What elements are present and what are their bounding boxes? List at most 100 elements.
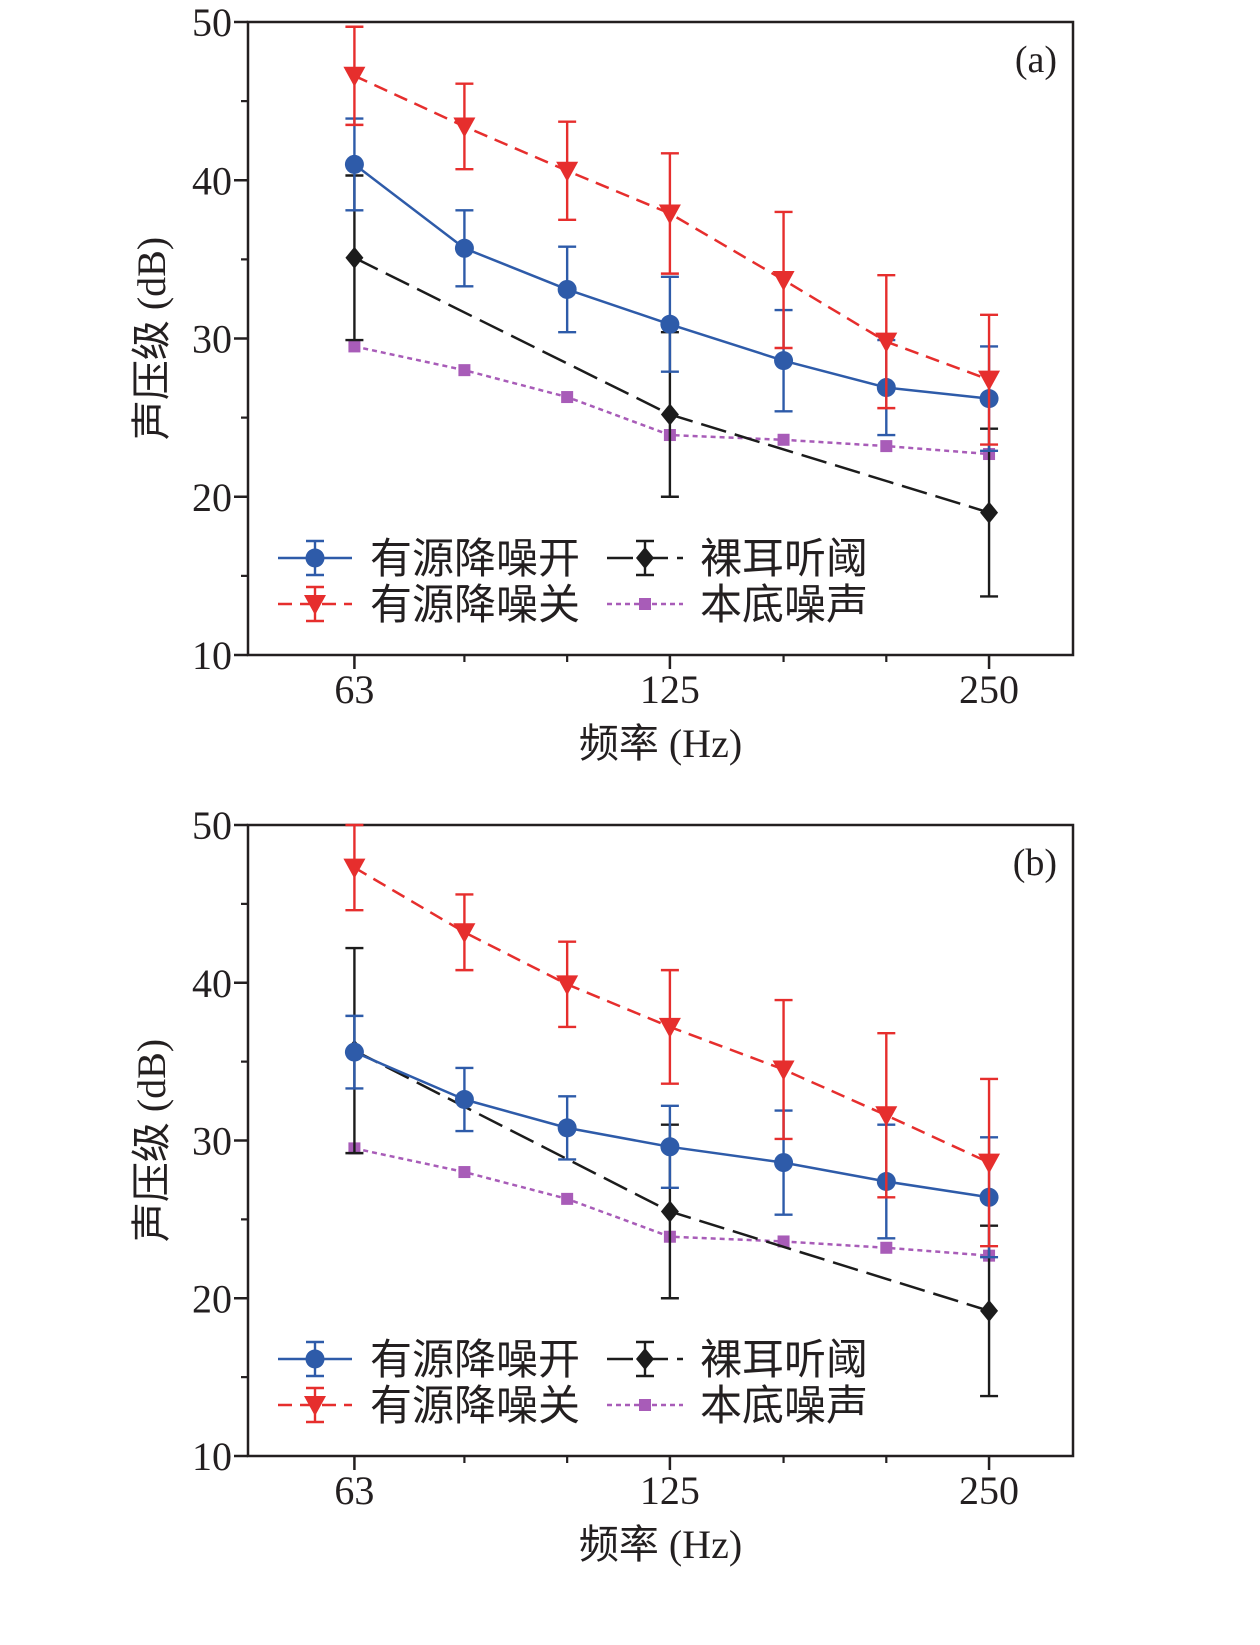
bare-ear-threshold-point — [660, 403, 679, 426]
anc-off-point — [658, 204, 681, 225]
legend-item-background-noise: 本底噪声 — [607, 1384, 868, 1430]
anc-off-point — [875, 332, 898, 353]
background-noise-point — [458, 1166, 471, 1179]
anc-on-point — [557, 279, 577, 299]
chart-panel-b: 10 20 30 40 50 63 125 250 频率 (Hz) 声压级 (dB) (b) 有源降噪… — [129, 803, 1075, 1567]
legend-marker — [639, 598, 651, 610]
bare-ear-threshold-point — [980, 1299, 999, 1322]
anc-off-point — [875, 1106, 898, 1127]
x-axis-label: 频率 (Hz) — [579, 721, 742, 766]
x-tick-label: 63 — [334, 1468, 374, 1513]
legend-marker — [636, 547, 654, 569]
anc-on-point — [557, 1118, 577, 1138]
x-tick-label: 63 — [334, 667, 374, 712]
series-bare-ear-threshold — [345, 174, 999, 598]
legend-item-anc-off: 有源降噪关 — [278, 583, 580, 629]
background-noise-point — [458, 364, 471, 377]
y-tick-label: 30 — [192, 317, 232, 362]
legend-label: 本底噪声 — [700, 1384, 868, 1430]
anc-off-point — [343, 858, 366, 879]
background-noise-point — [777, 433, 790, 446]
legend-item-anc-on: 有源降噪开 — [278, 1338, 580, 1384]
anc-off-point — [556, 161, 579, 182]
bare-ear-threshold-point — [345, 246, 364, 269]
anc-off-point — [453, 923, 476, 944]
anc-on-line — [353, 163, 990, 400]
y-tick-label: 10 — [192, 1434, 232, 1479]
legend-marker — [305, 548, 325, 568]
series-bare-ear-threshold — [345, 946, 999, 1398]
anc-off-point — [658, 1017, 681, 1038]
y-axis-label: 声压级 (dB) — [129, 237, 174, 440]
anc-off-point — [556, 975, 579, 996]
anc-on-point — [660, 1137, 680, 1157]
x-axis-label: 频率 (Hz) — [579, 1522, 742, 1567]
y-tick-label: 20 — [192, 475, 232, 520]
legend-marker — [304, 595, 326, 615]
legend-marker — [304, 1396, 326, 1416]
legend-label: 本底噪声 — [700, 583, 868, 629]
panel-label: (a) — [1015, 39, 1057, 81]
background-noise-point — [348, 340, 361, 353]
legend-item-background-noise: 本底噪声 — [607, 583, 868, 629]
legend-item-anc-off: 有源降噪关 — [278, 1384, 580, 1430]
y-tick-label: 40 — [192, 961, 232, 1006]
anc-on-point — [774, 1153, 794, 1173]
y-axis: 10 20 30 40 50 — [192, 803, 248, 1479]
anc-on-point — [454, 1089, 474, 1109]
legend-label: 有源降噪关 — [370, 583, 580, 629]
x-tick-label: 125 — [640, 1468, 700, 1513]
series-background-noise — [348, 340, 996, 461]
legend-item-bare-ear-threshold: 裸耳听阈 — [607, 537, 868, 583]
anc-on-point — [774, 351, 794, 371]
legend-marker — [305, 1349, 325, 1369]
anc-off-point — [772, 270, 795, 291]
anc-on-point — [344, 154, 364, 174]
y-tick-label: 50 — [192, 0, 232, 45]
x-tick-label: 250 — [959, 667, 1019, 712]
y-tick-label: 50 — [192, 803, 232, 848]
anc-on-point — [660, 314, 680, 334]
bare-ear-threshold-point — [660, 1200, 679, 1223]
series-anc-on — [344, 117, 999, 453]
background-noise-point — [561, 391, 574, 404]
x-axis: 63 125 250 — [334, 655, 1019, 712]
background-noise-point — [880, 440, 893, 453]
series-anc-off — [343, 25, 1001, 446]
anc-off-point — [978, 1153, 1001, 1174]
anc-off-line — [353, 866, 990, 1164]
legend-label: 裸耳听阈 — [700, 1338, 868, 1384]
y-tick-label: 10 — [192, 633, 232, 678]
anc-off-point — [343, 66, 366, 87]
panel-label: (b) — [1013, 842, 1057, 884]
anc-off-point — [978, 370, 1001, 391]
y-tick-label: 40 — [192, 158, 232, 203]
series-anc-off — [343, 823, 1001, 1248]
y-axis: 10 20 30 40 50 — [192, 0, 248, 678]
y-tick-label: 20 — [192, 1276, 232, 1321]
legend-label: 有源降噪开 — [370, 1338, 580, 1384]
background-noise-point — [880, 1241, 893, 1254]
bare-ear-threshold-point — [980, 501, 999, 524]
legend-marker — [639, 1399, 651, 1411]
x-tick-label: 250 — [959, 1468, 1019, 1513]
legend-label: 有源降噪关 — [370, 1384, 580, 1430]
y-tick-label: 30 — [192, 1119, 232, 1164]
series-anc-on — [344, 1014, 999, 1259]
anc-on-point — [454, 238, 474, 258]
anc-on-point — [344, 1042, 364, 1062]
anc-off-point — [453, 117, 476, 138]
x-tick-label: 125 — [640, 667, 700, 712]
series-background-noise — [348, 1142, 996, 1262]
y-axis-label: 声压级 (dB) — [129, 1039, 174, 1242]
x-axis: 63 125 250 — [334, 1456, 1019, 1513]
background-noise-point — [561, 1192, 574, 1205]
background-noise-point — [777, 1235, 790, 1248]
anc-off-point — [772, 1060, 795, 1081]
legend-label: 裸耳听阈 — [700, 537, 868, 583]
legend-label: 有源降噪开 — [370, 537, 580, 583]
chart-panel-a: 10 20 30 40 50 63 125 250 频率 (Hz) 声压级 (dB) (a) 有源降噪… — [129, 0, 1075, 766]
